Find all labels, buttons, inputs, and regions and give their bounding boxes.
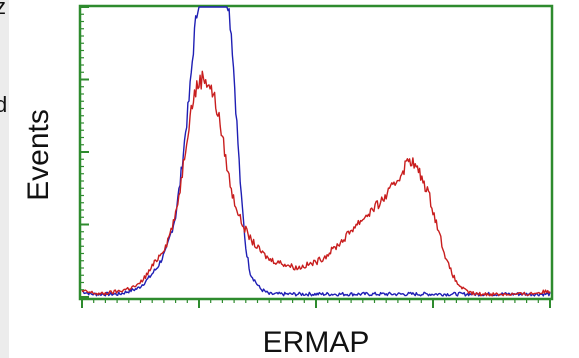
y-axis-title: Events bbox=[22, 109, 55, 201]
x-axis-title: ERMAP bbox=[263, 326, 370, 358]
series-layer bbox=[81, 6, 551, 297]
axis-ticks bbox=[80, 6, 551, 308]
left-edge-strip bbox=[0, 0, 9, 358]
series-line-red bbox=[81, 70, 551, 297]
cropped-glyph-1: z bbox=[0, 0, 6, 19]
cropped-glyph-2: d bbox=[0, 92, 7, 117]
left-edge-cropped-text: z d bbox=[0, 0, 7, 117]
